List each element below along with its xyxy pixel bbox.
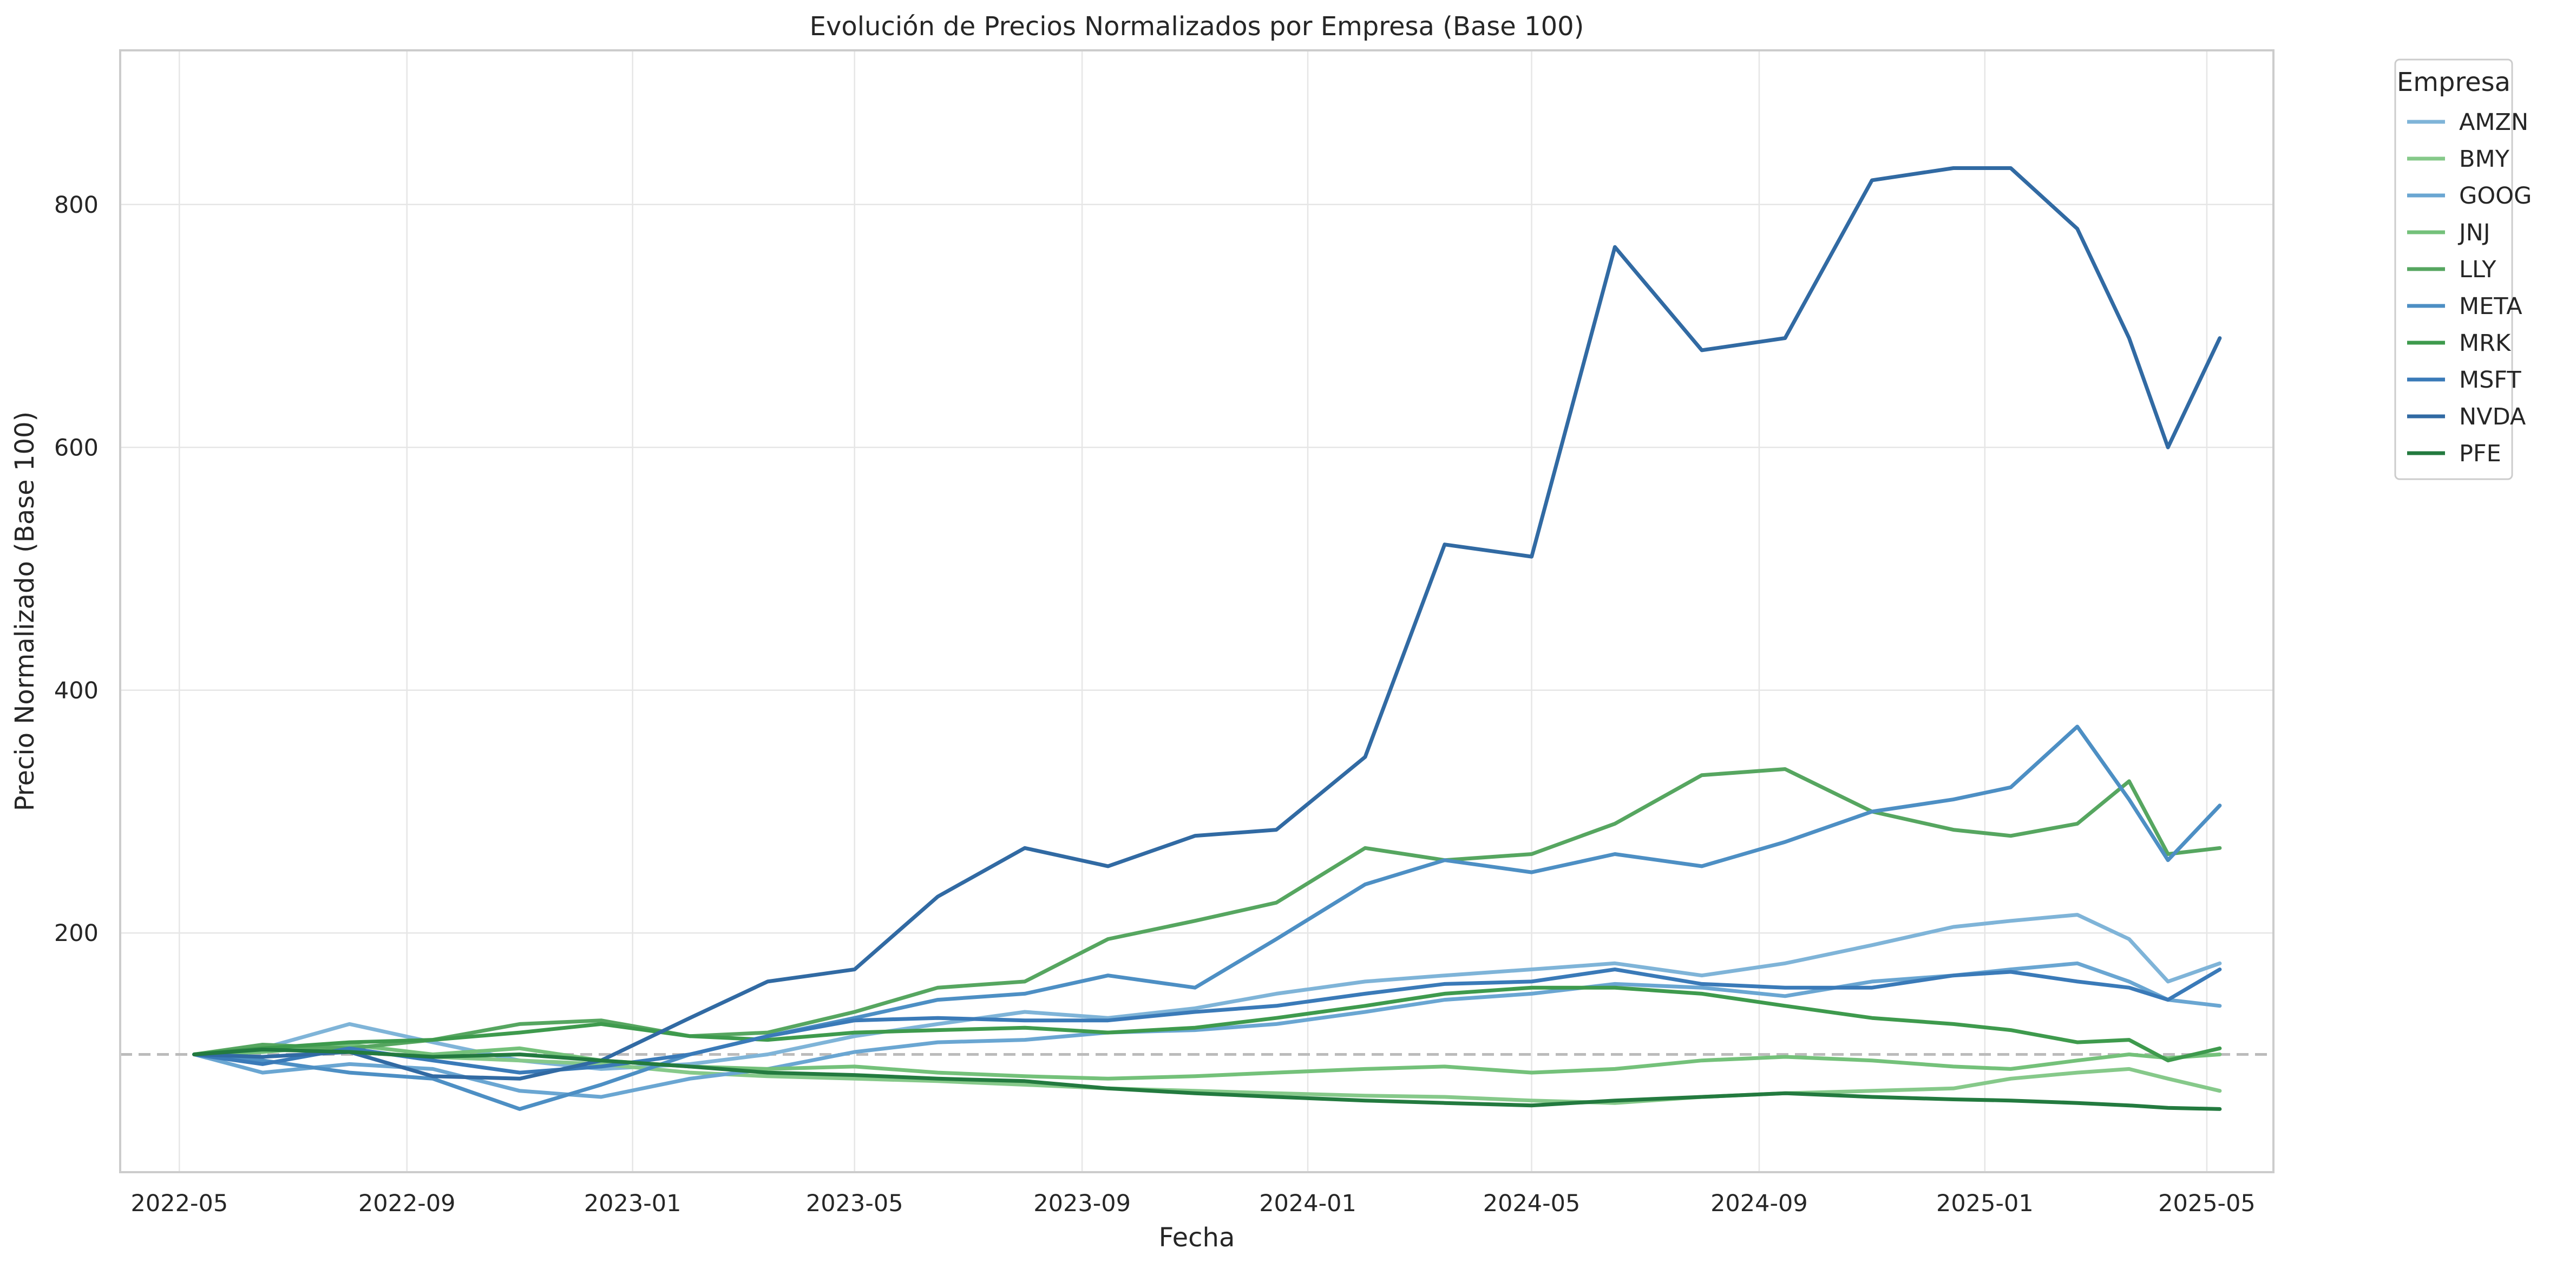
legend-label-amzn: AMZN bbox=[2459, 109, 2528, 136]
x-tick-label: 2023-05 bbox=[806, 1190, 903, 1217]
grid bbox=[120, 50, 2273, 1172]
series-line-mrk bbox=[192, 985, 2222, 1063]
y-tick-label: 600 bbox=[54, 434, 99, 461]
legend-label-mrk: MRK bbox=[2459, 330, 2512, 357]
series-line-bmy bbox=[192, 1046, 2222, 1105]
legend-label-meta: META bbox=[2459, 293, 2522, 320]
legend-label-nvda: NVDA bbox=[2459, 403, 2526, 430]
legend-label-msft: MSFT bbox=[2459, 367, 2521, 394]
x-tick-label: 2023-09 bbox=[1033, 1190, 1131, 1217]
series-line-meta bbox=[192, 724, 2222, 1111]
x-tick-label: 2024-05 bbox=[1483, 1190, 1581, 1217]
plot-area-frame bbox=[119, 49, 2275, 1173]
x-tick-label: 2025-05 bbox=[2158, 1190, 2256, 1217]
legend-label-lly: LLY bbox=[2459, 256, 2496, 283]
series-line-amzn bbox=[192, 913, 2222, 1071]
series-line-pfe bbox=[192, 1048, 2222, 1111]
x-tick-label: 2024-09 bbox=[1710, 1190, 1808, 1217]
x-tick-label: 2022-09 bbox=[358, 1190, 456, 1217]
series-line-lly bbox=[192, 767, 2222, 1056]
x-tick-label: 2023-01 bbox=[584, 1190, 681, 1217]
legend-label-goog: GOOG bbox=[2459, 182, 2532, 210]
y-axis-ticks: 200 400 600 800 bbox=[54, 192, 99, 947]
y-tick-label: 800 bbox=[54, 192, 99, 219]
legend: Empresa AMZN BMY GOOG JNJ LLY META MRK MSFT NVDA… bbox=[2394, 58, 2532, 480]
x-tick-label: 2022-05 bbox=[131, 1190, 228, 1217]
series-lines bbox=[192, 166, 2222, 1111]
y-axis-label: Precio Normalizado (Base 100) bbox=[10, 411, 40, 812]
x-tick-label: 2024-01 bbox=[1259, 1190, 1356, 1217]
legend-label-bmy: BMY bbox=[2459, 146, 2510, 173]
legend-label-jnj: JNJ bbox=[2457, 219, 2490, 246]
y-tick-label: 400 bbox=[54, 677, 99, 704]
chart-title: Evolución de Precios Normalizados por Em… bbox=[810, 11, 1584, 42]
legend-title: Empresa bbox=[2397, 67, 2511, 97]
legend-label-pfe: PFE bbox=[2459, 440, 2501, 467]
legend-frame bbox=[2394, 58, 2513, 480]
series-line-nvda bbox=[192, 166, 2222, 1081]
y-tick-label: 200 bbox=[54, 920, 99, 947]
legend-items: AMZN BMY GOOG JNJ LLY META MRK MSFT NVDA PFE bbox=[2407, 109, 2532, 467]
series-line-jnj bbox=[192, 1043, 2222, 1081]
x-tick-label: 2025-01 bbox=[1936, 1190, 2034, 1217]
series-line-msft bbox=[192, 968, 2222, 1075]
x-axis-ticks: 2022-05 2022-09 2023-01 2023-05 2023-09 2024-… bbox=[131, 1190, 2256, 1217]
x-axis-label: Fecha bbox=[1159, 1223, 1235, 1253]
